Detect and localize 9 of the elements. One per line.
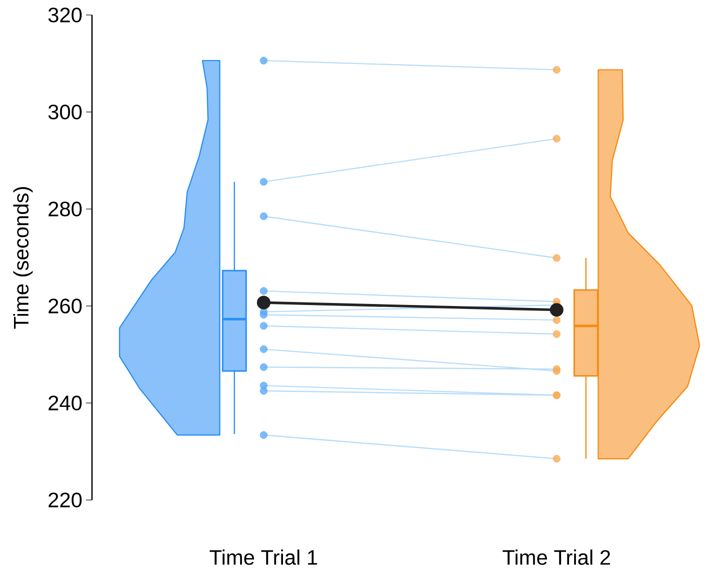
y-tick-label: 260	[48, 298, 82, 314]
y-tick-label: 240	[48, 396, 82, 410]
x-tick-label: Time Trial 1	[210, 550, 318, 565]
y-tick-label: 220	[48, 492, 82, 508]
x-tick-label: Time Trial 2	[502, 550, 610, 565]
y-tick-label: 280	[48, 202, 82, 216]
y-axis-title: Time (seconds)	[13, 187, 33, 329]
y-tick-label: 300	[48, 104, 82, 120]
y-tick-label: 320	[48, 8, 82, 22]
